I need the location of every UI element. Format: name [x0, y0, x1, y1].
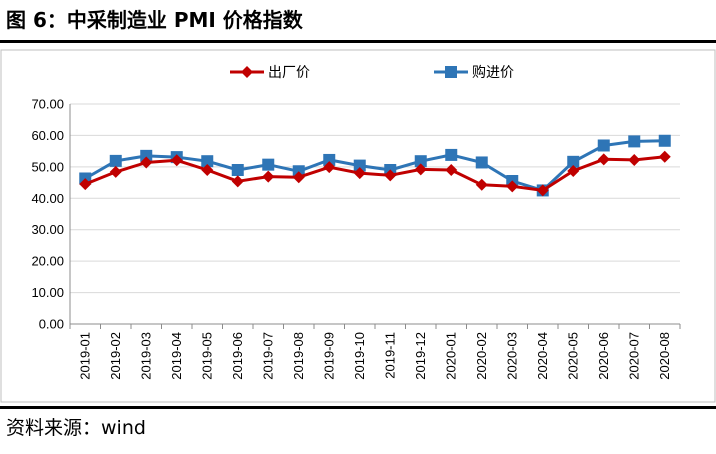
data-point-diamond [109, 165, 122, 178]
x-tick-label: 2019-07 [260, 332, 275, 380]
data-point-diamond [536, 184, 549, 197]
data-point-diamond [323, 161, 336, 174]
gridlines [70, 103, 680, 294]
data-point-square [109, 154, 122, 167]
x-tick-label: 2019-03 [138, 332, 153, 380]
data-point-square [658, 134, 671, 147]
series-group [79, 134, 671, 197]
x-axis-ticks: 2019-01 2019-02 2019-03 2019-04 2019-05 2019-… [77, 332, 672, 380]
legend-marker-series-a [241, 66, 253, 78]
data-point-diamond [506, 180, 519, 193]
top-rule [0, 40, 716, 43]
plot-frame [0, 49, 716, 403]
x-tick-label: 2020-05 [565, 332, 580, 380]
data-point-square [201, 155, 214, 168]
data-point-diamond [353, 167, 366, 180]
data-point-diamond [170, 154, 183, 167]
data-point-square [628, 135, 641, 148]
x-tick-label: 2019-09 [321, 332, 336, 380]
data-point-diamond [262, 170, 275, 183]
x-tick-label: 2020-06 [596, 332, 611, 380]
y-tick-label: 20.00 [31, 254, 64, 269]
data-point-diamond [384, 169, 397, 182]
x-tick-label: 2019-06 [230, 332, 245, 380]
legend-marker-series-b [445, 66, 457, 78]
x-tick-label: 2020-08 [657, 332, 672, 380]
source-note: 资料来源：wind [6, 417, 146, 439]
series-line-a [84, 155, 665, 192]
data-point-square [475, 156, 488, 169]
y-tick-label: 0.00 [39, 317, 64, 332]
data-point-diamond [475, 178, 488, 191]
x-tick-label: 2019-12 [413, 332, 428, 380]
data-point-diamond [567, 164, 580, 177]
data-point-square [567, 155, 580, 168]
legend: 出厂价 购进价 [230, 65, 514, 81]
x-tick-label: 2019-04 [169, 332, 184, 380]
data-point-diamond [201, 164, 214, 176]
x-tick-label: 2020-07 [626, 332, 641, 380]
data-point-square [597, 139, 610, 152]
y-tick-label: 10.00 [31, 285, 64, 300]
data-point-diamond [140, 156, 153, 169]
legend-label-series-a: 出厂价 [268, 65, 310, 81]
x-tick-label: 2020-02 [474, 332, 489, 380]
x-tick-label: 2019-01 [77, 332, 92, 380]
legend-label-series-b: 购进价 [472, 65, 514, 81]
data-point-diamond [445, 164, 458, 176]
axes [69, 104, 681, 329]
x-tick-label: 2019-02 [108, 332, 123, 380]
data-point-square [353, 159, 366, 172]
x-tick-label: 2019-10 [352, 332, 367, 380]
y-tick-label: 70.00 [31, 97, 64, 112]
x-tick-label: 2020-04 [535, 332, 550, 380]
data-point-diamond [628, 153, 641, 166]
data-point-diamond [658, 150, 671, 163]
data-point-square [262, 158, 275, 171]
y-tick-label: 40.00 [31, 191, 64, 206]
x-tick-label: 2020-01 [443, 332, 458, 380]
x-tick-label: 2019-11 [382, 332, 397, 379]
y-tick-label: 60.00 [31, 128, 64, 143]
y-tick-label: 50.00 [31, 159, 64, 174]
y-axis-ticks: 0.00 10.00 20.00 30.00 40.00 50.00 60.00 70.00 [31, 97, 64, 332]
data-point-diamond [414, 163, 427, 176]
bottom-rule [0, 406, 716, 409]
data-point-square [445, 148, 458, 161]
data-point-diamond [231, 175, 244, 188]
data-point-square [323, 153, 336, 166]
data-point-square [231, 164, 244, 176]
x-tick-label: 2019-08 [291, 332, 306, 380]
data-point-diamond [292, 171, 305, 184]
figure-title: 图 6：中采制造业 PMI 价格指数 [6, 8, 303, 32]
x-tick-label: 2019-05 [199, 332, 214, 380]
data-point-diamond [79, 178, 92, 191]
y-tick-label: 30.00 [31, 222, 64, 237]
data-point-square [140, 149, 153, 162]
data-point-diamond [597, 153, 610, 166]
x-tick-label: 2020-03 [504, 332, 519, 380]
data-point-square [414, 155, 427, 168]
